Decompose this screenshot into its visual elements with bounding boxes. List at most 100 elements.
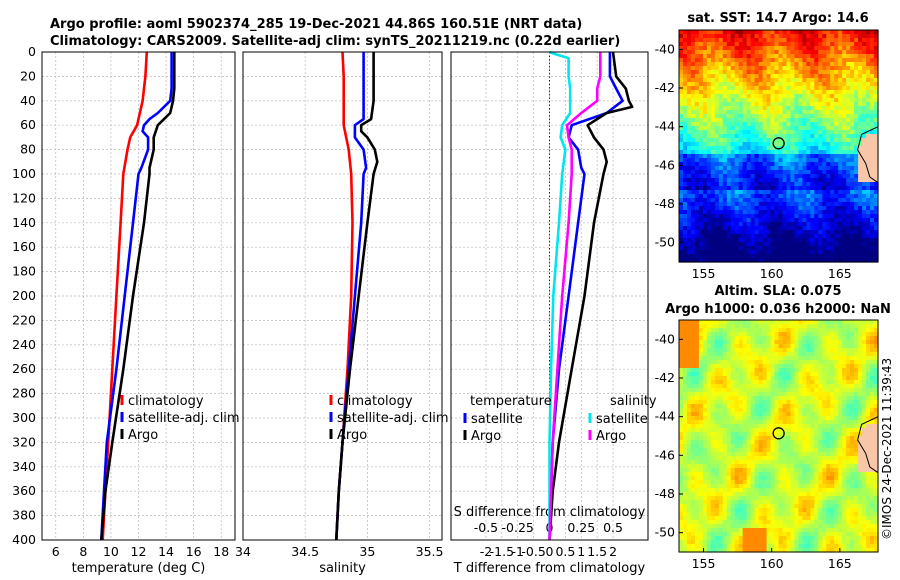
map-cell	[742, 30, 748, 35]
map-cell	[698, 420, 704, 425]
map-cell	[850, 448, 855, 453]
map-cell	[790, 428, 795, 433]
map-cell	[786, 78, 792, 83]
map-cell	[870, 214, 875, 219]
map-cell	[850, 114, 855, 119]
map-cell	[726, 368, 732, 373]
map-cell	[862, 396, 867, 401]
map-cell	[846, 416, 851, 421]
map-cell	[782, 444, 788, 449]
map-cell	[706, 110, 712, 115]
map-cell	[862, 258, 867, 263]
header-line1: Argo profile: aoml 5902374_285 19-Dec-20…	[50, 17, 582, 32]
map-cell	[726, 210, 732, 215]
map-cell	[730, 352, 736, 357]
map-cell	[814, 428, 819, 433]
map-cell	[782, 50, 788, 55]
map-cell	[822, 230, 827, 235]
map-cell	[806, 392, 811, 397]
map-cell	[683, 328, 688, 333]
map-cell	[694, 86, 700, 91]
map-cell	[834, 444, 839, 449]
map-cell	[750, 368, 756, 373]
map-cell	[770, 138, 776, 143]
map-cell	[826, 118, 831, 123]
map-cell	[862, 246, 867, 251]
map-cell	[730, 38, 736, 43]
map-cell	[694, 254, 700, 259]
map-cell	[754, 420, 760, 425]
map-cell	[762, 90, 768, 95]
map-cell	[738, 448, 744, 453]
map-cell	[770, 130, 776, 135]
map-cell	[714, 250, 720, 255]
map-cell	[790, 238, 795, 243]
map-cell	[814, 384, 819, 389]
map-cell	[738, 234, 744, 239]
map-cell	[683, 428, 688, 433]
map-cell	[834, 324, 839, 329]
map-cell	[722, 424, 728, 429]
map-cell	[730, 364, 736, 369]
map-cell	[706, 146, 712, 151]
map-cell	[702, 150, 708, 155]
map-cell	[690, 122, 696, 127]
map-cell	[782, 134, 788, 139]
map-cell	[814, 344, 819, 349]
map-cell	[802, 134, 807, 139]
map-cell	[806, 226, 811, 231]
map-cell	[838, 42, 843, 47]
map-cell	[702, 368, 708, 373]
map-cell	[730, 142, 736, 147]
map-cell	[874, 170, 879, 175]
map-cell	[798, 182, 803, 187]
map-cell	[794, 364, 799, 369]
map-cell	[746, 332, 752, 337]
map-cell	[822, 214, 827, 219]
map-cell	[862, 440, 867, 445]
map-cell	[842, 62, 847, 67]
map-cell	[782, 42, 788, 47]
map-cell	[790, 328, 795, 333]
map-cell	[822, 412, 827, 417]
map-cell	[770, 360, 776, 365]
map-cell	[838, 118, 843, 123]
map-cell	[790, 424, 795, 429]
map-cell	[687, 344, 692, 349]
map-cell	[770, 58, 776, 63]
map-cell	[858, 46, 863, 51]
map-cell	[790, 150, 795, 155]
map-cell	[830, 372, 835, 377]
map-cell	[822, 234, 827, 239]
map-cell	[718, 190, 724, 195]
map-cell	[818, 118, 823, 123]
map-cell	[766, 166, 772, 171]
map-cell	[746, 106, 752, 111]
map-cell	[826, 468, 831, 473]
map-cell	[810, 230, 815, 235]
map-cell	[842, 238, 847, 243]
map-cell	[870, 392, 875, 397]
map-cell	[722, 234, 728, 239]
map-cell	[866, 98, 871, 103]
map-cell	[822, 250, 827, 255]
map-cell	[810, 384, 815, 389]
map-cell	[834, 404, 839, 409]
map-cell	[687, 46, 692, 51]
map-cell	[838, 432, 843, 437]
map-cell	[742, 440, 748, 445]
map-cell	[718, 222, 724, 227]
map-cell	[714, 58, 720, 63]
map-cell	[778, 336, 784, 341]
map-cell	[750, 210, 756, 215]
map-cell	[854, 110, 859, 115]
map-cell	[746, 210, 752, 215]
map-cell	[870, 126, 875, 131]
map-cell	[866, 432, 871, 437]
map-cell	[842, 380, 847, 385]
map-cell	[679, 380, 684, 385]
map-cell	[802, 110, 807, 115]
map-cell	[874, 428, 879, 433]
map-cell	[683, 42, 688, 47]
map-cell	[862, 222, 867, 227]
